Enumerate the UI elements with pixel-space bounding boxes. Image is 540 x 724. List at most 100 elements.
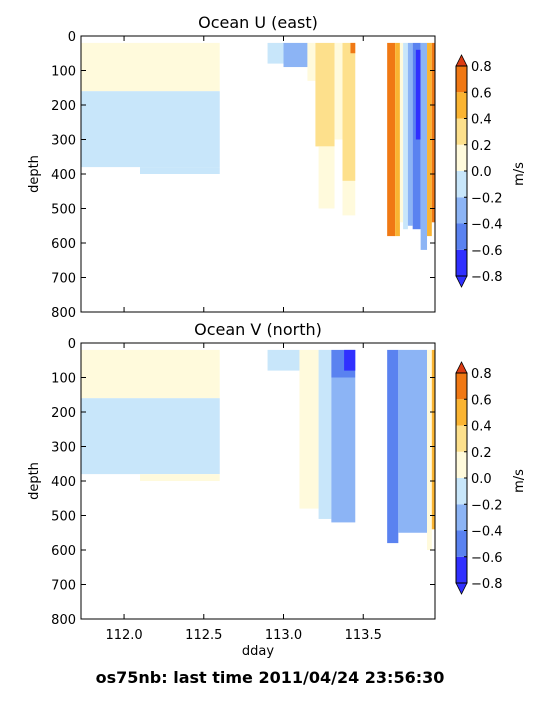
heatmap-cell (387, 349, 399, 544)
colorbar: −0.8 −0.6 −0.4 −0.2 0.0 0.2 0.4 0.6 0.8 (455, 54, 503, 288)
y-tick-label: 700 (51, 272, 76, 287)
colorbar-band (456, 556, 467, 583)
heatmap-cell (140, 474, 220, 481)
colorbar-band (456, 504, 467, 531)
heatmap-cell (342, 42, 356, 181)
colorbar-band (456, 373, 467, 400)
x-tick-label: 112.0 (105, 628, 142, 643)
x-tick-label: 112.5 (185, 628, 222, 643)
y-tick-label: 300 (51, 134, 76, 149)
heatmap-cell (427, 42, 432, 237)
heatmap-cell (420, 42, 428, 250)
colorbar-extend-min (455, 582, 468, 595)
colorbar-tick-label: 0.6 (471, 86, 492, 101)
colorbar-band (456, 399, 467, 426)
heatmap-cell (299, 349, 319, 509)
heatmap-cell (344, 349, 356, 371)
y-tick-label: 500 (51, 510, 76, 525)
colorbar-band (456, 451, 467, 478)
colorbar-tick-label: 0.2 (471, 446, 492, 461)
colorbar-tick-label: −0.4 (471, 218, 503, 233)
heatmap-cell (403, 42, 408, 230)
heatmap-cell (399, 42, 404, 223)
colorbar-extend-max (455, 361, 468, 374)
y-tick-label: 600 (51, 544, 76, 559)
panel-title: Ocean V (north) (194, 320, 322, 339)
heatmap-cell (334, 42, 343, 140)
colorbar-label: m/s (512, 162, 527, 186)
panel-ocean-u: Ocean U (east) depth 0 100 200 300 400 500 600… (27, 13, 527, 321)
colorbar-extend-min (455, 275, 468, 288)
colorbar-band (456, 249, 467, 276)
heatmap-cell (350, 42, 356, 54)
axis-ticks: 0 100 200 300 400 500 600 700 800 112.0 112.5 113.0… (51, 337, 435, 643)
heatmap-cell (267, 42, 284, 64)
colorbar-tick-label: 0.0 (471, 472, 492, 487)
axis-ticks: 0 100 200 300 400 500 600 700 800 (51, 30, 435, 321)
colorbar-tick-label: 0.0 (471, 165, 492, 180)
colorbar-band (456, 425, 467, 452)
heatmap-cell (81, 42, 220, 92)
colorbar-band (456, 478, 467, 505)
y-axis-label: depth (27, 462, 42, 500)
colorbar-tick-label: −0.6 (471, 244, 503, 259)
y-tick-label: 100 (51, 65, 76, 80)
colorbar-band (456, 66, 467, 93)
heatmap-cell (342, 180, 356, 216)
colorbar-tick-label: −0.4 (471, 525, 503, 540)
y-tick-label: 600 (51, 237, 76, 252)
colorbar-label: m/s (512, 469, 527, 493)
heatmap-cell (315, 42, 335, 147)
figure-suptitle: os75nb: last time 2011/04/24 23:56:30 (96, 668, 445, 687)
y-tick-label: 200 (51, 406, 76, 421)
y-tick-label: 0 (68, 337, 76, 352)
y-tick-label: 100 (51, 372, 76, 387)
colorbar-tick-label: 0.8 (471, 60, 492, 75)
colorbar-band (456, 92, 467, 119)
colorbar-tick-label: 0.2 (471, 139, 492, 154)
colorbar-tick-label: 0.4 (471, 420, 492, 435)
x-axis-label: dday (242, 644, 274, 659)
heatmap-cell (431, 349, 435, 530)
heatmap-cell (427, 349, 432, 550)
y-tick-label: 200 (51, 99, 76, 114)
plot-frame (80, 35, 436, 313)
x-tick-label: 113.5 (345, 628, 382, 643)
heatmap-cell (307, 42, 316, 81)
colorbar-extend-max (455, 54, 468, 67)
colorbar-tick-label: 0.6 (471, 393, 492, 408)
y-tick-label: 800 (51, 306, 76, 321)
heatmap-cell (431, 42, 435, 223)
heatmap-cell (267, 349, 300, 371)
panel-title: Ocean U (east) (198, 13, 318, 32)
y-tick-label: 400 (51, 475, 76, 490)
colorbar-tick-label: −0.8 (471, 577, 503, 592)
heatmap-cell (387, 42, 396, 237)
heatmap-cell (283, 42, 308, 68)
x-tick-label: 113.0 (265, 628, 302, 643)
y-tick-label: 300 (51, 441, 76, 456)
heatmap-cell (398, 349, 428, 533)
heatmap-cell (140, 167, 220, 174)
colorbar-band (456, 118, 467, 145)
colorbar-tick-label: 0.4 (471, 113, 492, 128)
colorbar-band (456, 223, 467, 250)
heatmap-cell (81, 398, 220, 475)
heatmap-cells (81, 42, 435, 250)
colorbar-tick-label: −0.2 (471, 191, 503, 206)
heatmap-cell (318, 146, 335, 209)
colorbar-tick-label: −0.8 (471, 270, 503, 285)
colorbar-band (456, 530, 467, 557)
y-tick-label: 700 (51, 579, 76, 594)
colorbar-tick-label: −0.2 (471, 498, 503, 513)
colorbar-band (456, 144, 467, 171)
plot-frame (80, 342, 436, 620)
heatmap-cell (81, 91, 220, 168)
colorbar-tick-label: 0.8 (471, 367, 492, 382)
y-axis-label: depth (27, 155, 42, 193)
heatmap-cell (415, 49, 421, 140)
y-tick-label: 0 (68, 30, 76, 45)
colorbar-band (456, 197, 467, 224)
